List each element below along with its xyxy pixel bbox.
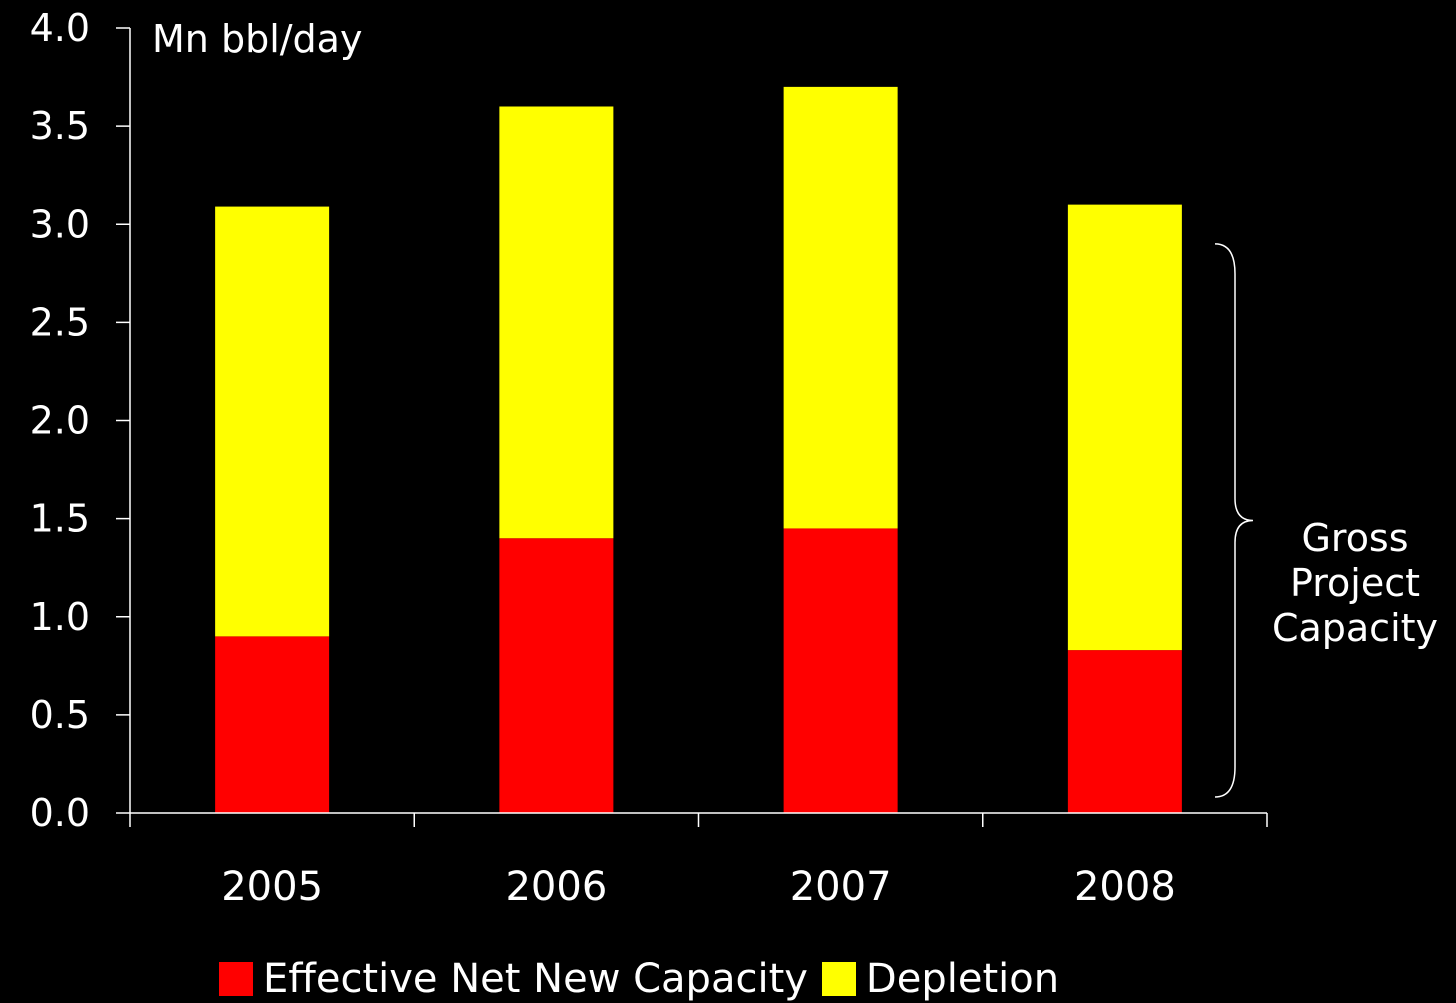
brace-annotation-label: Capacity [1272,606,1438,650]
y-tick-label: 1.5 [30,497,90,541]
x-tick-label: 2008 [1074,864,1176,910]
brace-annotation-label: Gross [1301,516,1408,560]
bar-2005-depletion [215,206,330,637]
y-tick-label: 3.5 [30,104,90,148]
y-tick-label: 2.0 [30,399,90,443]
bars-group [215,86,1182,813]
legend-label: Effective Net New Capacity [263,956,808,1002]
legend-item-depletion: Depletion [821,956,1060,1002]
bar-2007-depletion [783,86,898,529]
bar-2006-net-new-capacity [499,538,614,813]
y-axis-unit-label: Mn bbl/day [152,17,362,61]
y-tick-label: 0.0 [30,791,90,835]
brace-annotation-label: Project [1290,561,1420,605]
legend-swatch-yellow [821,962,856,996]
bar-2007-net-new-capacity [783,528,898,813]
y-tick-label: 2.5 [30,300,90,344]
x-tick-label: 2005 [221,864,323,910]
y-tick-label: 3.0 [30,202,90,246]
y-tick-label: 0.5 [30,693,90,737]
legend: Effective Net New Capacity Depletion [219,956,1073,1002]
bar-2008-depletion [1067,204,1182,651]
y-tick-label: 1.0 [30,595,90,639]
legend-item-effective-net-new-capacity: Effective Net New Capacity [219,956,808,1002]
x-tick-label: 2007 [790,864,892,910]
curly-brace [1214,243,1254,798]
legend-label: Depletion [865,956,1060,1002]
bar-2008-net-new-capacity [1067,650,1182,813]
x-tick-label: 2006 [505,864,607,910]
bar-2005-net-new-capacity [215,636,330,813]
y-tick-label: 4.0 [30,6,90,50]
axes-group: 2005 2006 2007 2008 0.0 0.5 1.0 1.5 2.0 2.5 3.0 3.5… [30,6,1268,910]
bar-2006-depletion [499,106,614,539]
legend-swatch-red [219,962,253,996]
